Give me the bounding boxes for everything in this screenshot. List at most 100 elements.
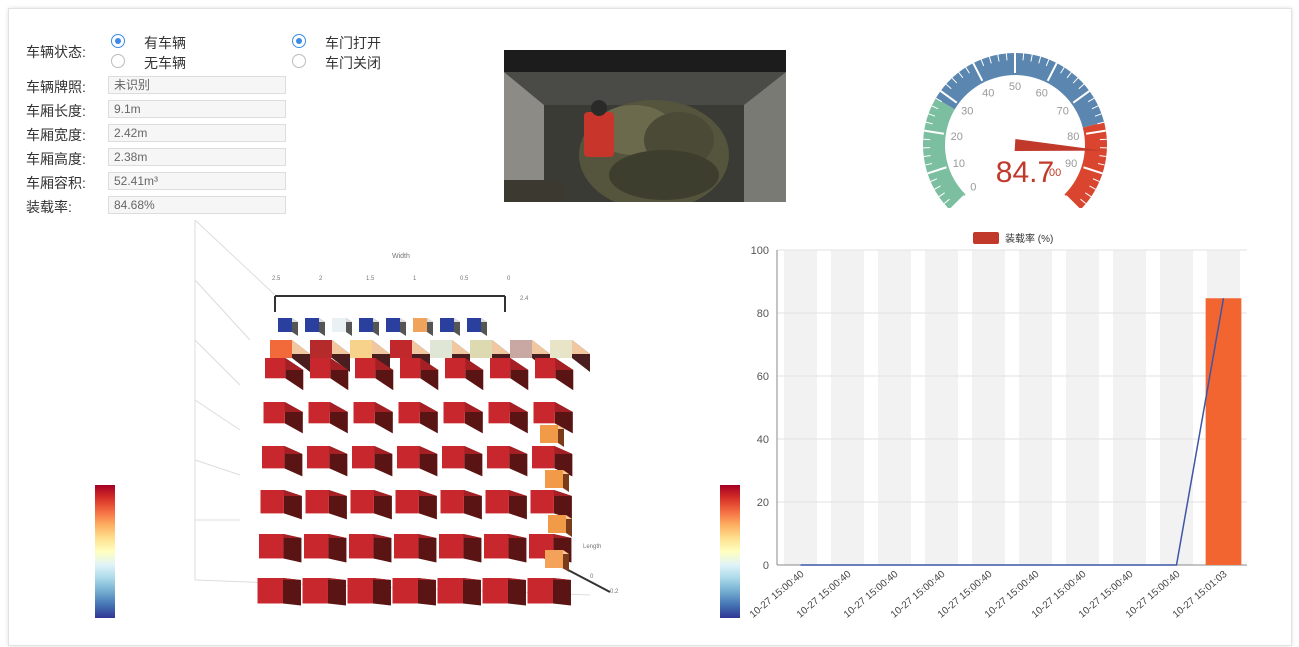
voxel-front [400, 358, 420, 378]
voxel-side [463, 534, 481, 562]
category-band [1066, 250, 1099, 565]
volume-field[interactable]: 52.41m³ [108, 172, 286, 190]
camera-view [504, 50, 786, 202]
voxel-front [386, 318, 400, 332]
load-rate-field[interactable]: 84.68% [108, 196, 286, 214]
y-tick-label: 20 [757, 497, 769, 509]
voxel-front [545, 470, 563, 488]
gauge-tick-label: 10 [953, 158, 965, 170]
load-rate-gauge: 0 10 20 30 40 50 60 70 80 90 84.7 00 [918, 48, 1113, 208]
voxel-front [399, 402, 420, 423]
voxel-front [394, 534, 418, 558]
door-open-radio[interactable] [292, 34, 306, 48]
voxel-front [489, 402, 510, 423]
vehicle-absent-radio[interactable] [111, 54, 125, 68]
voxel-front [390, 340, 412, 358]
voxel-front [510, 340, 532, 358]
voxel-front [548, 515, 566, 533]
door-open-label: 车门打开 [325, 33, 381, 53]
door-closed-radio[interactable] [292, 54, 306, 68]
legend-swatch[interactable] [973, 232, 999, 244]
load-3d-plot: Width 2.521.510.50 2.4 te Length 0 0.2 [90, 220, 630, 625]
vehicle-present-radio[interactable] [111, 34, 125, 48]
voxel-front [413, 318, 427, 332]
category-band [925, 250, 958, 565]
gauge-tick-label: 0 [970, 182, 976, 194]
gauge-tick-label: 70 [1057, 105, 1069, 117]
voxel-front [430, 340, 452, 358]
plot3d-svg: Width 2.521.510.50 2.4 te Length 0 0.2 [90, 220, 630, 625]
category-band [1160, 250, 1193, 565]
voxel-side [283, 534, 301, 562]
voxel-bars [258, 318, 591, 605]
height-label: 车厢高度: [26, 149, 86, 169]
voxel-front [445, 358, 465, 378]
voxel-front [264, 402, 285, 423]
category-band [784, 250, 817, 565]
voxel-front [540, 425, 558, 443]
gauge-tick-label: 50 [1009, 81, 1021, 93]
voxel-side [418, 578, 436, 605]
bar[interactable] [1206, 298, 1242, 565]
y-tick-label: 80 [757, 308, 769, 320]
x-tick-label: 1.5 [366, 276, 375, 282]
voxel-side [373, 534, 391, 562]
voxel-front [350, 340, 372, 358]
gauge-value: 84.7 [996, 156, 1054, 189]
gauge-tick-label: 80 [1067, 131, 1079, 143]
bottom-tick-0: 0 [590, 574, 594, 580]
voxel-front [532, 446, 554, 468]
length-field[interactable]: 9.1m [108, 100, 286, 118]
x-axis-title: Width [392, 253, 410, 260]
height-field[interactable]: 2.38m [108, 148, 286, 166]
voxel-front [396, 490, 419, 513]
gauge-tick-label: 30 [961, 105, 973, 117]
voxel-side [328, 578, 346, 605]
voxel-front [470, 340, 492, 358]
voxel-side [553, 578, 571, 605]
voxel-front [486, 490, 509, 513]
voxel-front [304, 534, 328, 558]
width-field[interactable]: 2.42m [108, 124, 286, 142]
voxel-side [508, 578, 526, 605]
x-tick-label: 1 [413, 276, 417, 282]
length-label: 车厢长度: [26, 101, 86, 121]
voxel-front [397, 446, 419, 468]
voxel-front [262, 446, 284, 468]
voxel-front [305, 318, 319, 332]
color-scale-bar-left [95, 485, 115, 618]
plate-field[interactable]: 未识别 [108, 76, 286, 94]
gauge-tick-label: 90 [1065, 158, 1077, 170]
voxel-front [261, 490, 284, 513]
voxel-front [487, 446, 509, 468]
voxel-front [442, 446, 464, 468]
x-tick-label: 0.5 [460, 276, 469, 282]
voxel-front [545, 550, 563, 568]
voxel-front [490, 358, 510, 378]
legend-label[interactable]: 装载率 (%) [1005, 232, 1053, 245]
load-rate-chart: 装载率 (%) 0 20 40 60 80 100 10-27 15:00:40 10-27… [715, 225, 1270, 635]
voxel-front [535, 358, 555, 378]
bottom-tick-1: 0.2 [610, 589, 619, 595]
y-tick-label: 100 [751, 245, 769, 257]
volume-label: 车厢容积: [26, 173, 86, 193]
voxel-front [258, 578, 283, 603]
category-band [1113, 250, 1146, 565]
vehicle-present-label: 有车辆 [144, 33, 186, 53]
category-band [831, 250, 864, 565]
x-tick-label: 2.5 [272, 276, 281, 282]
voxel-front [483, 578, 508, 603]
voxel-front [354, 402, 375, 423]
voxel-front [467, 318, 481, 332]
voxel-front [439, 534, 463, 558]
voxel-front [393, 578, 418, 603]
x-axis-ticks: 2.5 2 1.5 1 0.5 0 [272, 276, 511, 282]
voxel-front [303, 578, 328, 603]
voxel-front [306, 490, 329, 513]
voxel-front [351, 490, 374, 513]
x-tick-label: 0 [507, 276, 511, 282]
category-band [878, 250, 911, 565]
y-tick-label: 40 [757, 434, 769, 446]
category-band [1019, 250, 1052, 565]
